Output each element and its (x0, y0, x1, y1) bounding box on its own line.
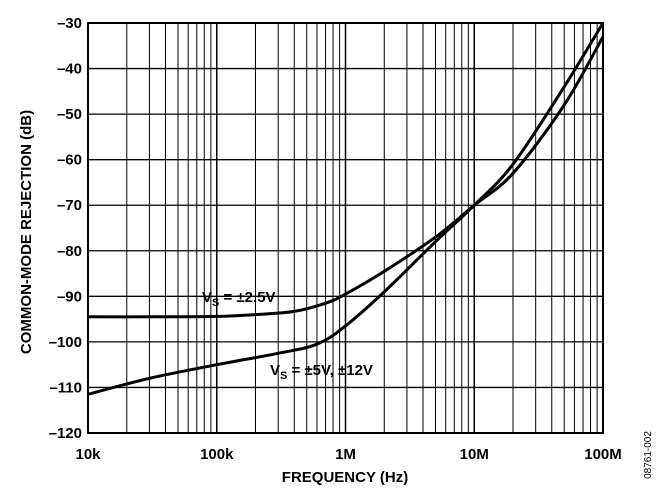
x-axis-ticks: 10k 100k 1M 10M 100M (75, 446, 621, 463)
y-tick-label: –30 (57, 15, 82, 32)
series-label-main: V (202, 289, 212, 306)
x-tick-label: 100k (200, 446, 234, 463)
y-tick-label: –90 (57, 288, 82, 305)
series-label-vs-2.5v: VS = ±2.5V (202, 289, 276, 309)
series-line-1 (87, 22, 605, 396)
x-axis-title: FREQUENCY (Hz) (282, 469, 408, 486)
y-axis-title: COMMON-MODE REJECTION (dB) (18, 110, 35, 354)
series-label-rest: = ±2.5V (219, 289, 275, 306)
y-axis-ticks: –30 –40 –50 –60 –70 –80 –90 –100 –110 –120 (49, 15, 82, 442)
series-label-vs-5v-12v: VS = ±5V, ±12V (270, 362, 373, 382)
y-tick-label: –60 (57, 152, 82, 169)
y-tick-label: –40 (57, 61, 82, 78)
x-tick-label: 100M (584, 446, 622, 463)
y-tick-label: –50 (57, 106, 82, 123)
series-lines (87, 22, 605, 396)
y-tick-label: –70 (57, 197, 82, 214)
x-tick-label: 10k (75, 446, 101, 463)
series-label-rest: = ±5V, ±12V (287, 362, 373, 379)
x-tick-label: 10M (460, 446, 489, 463)
y-tick-label: –100 (49, 334, 82, 351)
series-label-sub: S (212, 297, 219, 309)
series-label-sub: S (280, 370, 287, 382)
series-label-main: V (270, 362, 280, 379)
series-line-0 (87, 35, 605, 319)
plot-frame (87, 22, 604, 434)
y-tick-label: –120 (49, 425, 82, 442)
y-tick-label: –110 (49, 379, 82, 396)
y-tick-label: –80 (57, 243, 82, 260)
grid (87, 22, 603, 434)
x-tick-label: 1M (335, 446, 356, 463)
figure-id: 08761-002 (643, 431, 654, 479)
